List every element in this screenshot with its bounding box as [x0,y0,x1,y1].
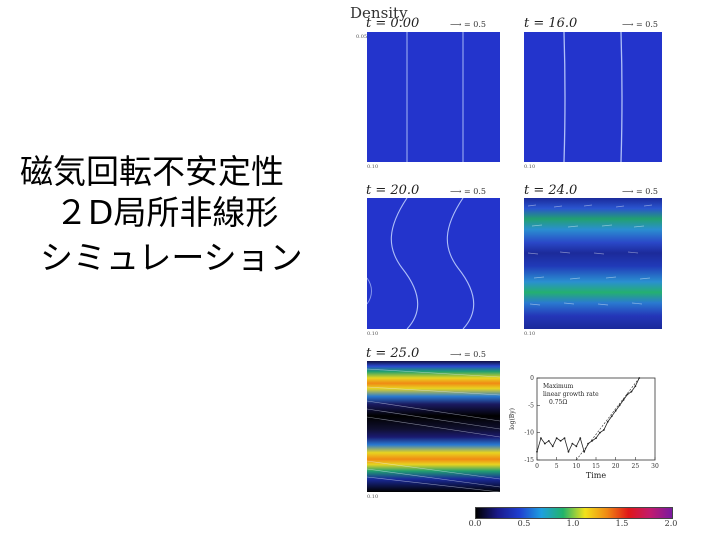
y-axis-label: log(By) [509,408,516,430]
data-point [543,442,546,445]
x-axis-label: Time [586,471,606,480]
data-point [634,385,637,388]
data-point [587,442,590,445]
panel-t0-ytick: 0.05 [356,34,368,40]
data-point [595,437,597,440]
annotation-text: 0.75Ω [549,399,567,406]
panel-label-t20: t = 20.0 [366,183,420,198]
x-tick-label: 15 [592,463,600,470]
panel-label-t16: t = 16.0 [524,16,578,31]
x-tick-label: 10 [573,463,581,470]
panel-label-t0: t = 0.00 [366,16,420,31]
data-point [559,439,562,442]
panel-label-t25: t = 25.0 [366,346,420,361]
figure-title: Density [350,4,408,22]
x-tick-label: 25 [632,463,640,470]
density-panel-t0 [367,32,500,162]
panel-t24-field [527,204,653,306]
x-tick-label: 0 [535,463,539,470]
velocity-arrow-legend-2: ⟶ = 0.5 [622,20,658,29]
colorbar-tick: 0.0 [468,519,482,528]
colorbar-tick: 1.0 [566,519,580,528]
velocity-arrow-legend-3: ⟶ = 0.5 [450,187,486,196]
x-tick-label: 5 [555,463,559,470]
data-point [599,431,601,434]
data-point [618,404,621,407]
density-panel-t25 [367,361,500,492]
data-point [555,437,558,440]
data-point [579,437,582,440]
panel-t16-field [563,32,623,162]
panel-t16-xtick: 0.10 [524,164,536,170]
data-point [571,442,574,445]
data-point [575,445,578,448]
panel-t0-xtick: 0.10 [367,164,379,170]
annotation-text: linear growth rate [543,391,599,398]
colorbar-tick: 1.5 [615,519,629,528]
data-point [547,439,550,442]
x-tick-label: 30 [651,463,659,470]
slide-title-line-3: シミュレーション [40,238,303,277]
colorbar-ticks: 0.0 0.5 1.0 1.5 2.0 [469,519,678,531]
panel-t20-xtick: 0.10 [367,331,379,337]
y-tick-label: -5 [528,402,534,409]
data-point [567,450,570,453]
panel-t25-xtick: 0.10 [367,494,379,500]
colorbar-tick: 0.5 [517,519,531,528]
density-colorbar [475,507,673,519]
data-point [536,450,538,453]
data-point [622,398,625,401]
density-panel-t20 [367,198,500,329]
density-panel-t24 [524,198,662,329]
panel-t24-xtick: 0.10 [524,331,536,337]
panel-t25-field [367,368,500,492]
y-tick-label: 0 [530,375,534,382]
data-point [551,445,554,448]
y-tick-label: -10 [524,430,534,437]
data-point [602,429,605,431]
data-point [626,393,629,396]
data-point [606,420,609,423]
density-panel-t16 [524,32,662,162]
velocity-arrow-legend-4: ⟶ = 0.5 [622,187,658,196]
slide-title-line-2: ２D局所非線形 [55,193,279,232]
panel-t20-field [367,198,475,329]
velocity-arrow-legend: ⟶ = 0.5 [450,20,486,29]
colorbar-tick: 2.0 [664,519,678,528]
y-tick-label: -15 [524,457,534,464]
growth-rate-chart: 0 5 10 15 20 25 30 0 -5 -10 -15 Time log(By) Maximuml… [509,375,659,480]
slide-title-line-1: 磁気回転不安定性 [20,152,284,191]
data-point [630,390,633,393]
data-point [563,437,566,440]
data-point [614,409,617,412]
annotation-text: Maximum [543,383,574,390]
data-point [540,437,542,440]
panel-t0-field [406,32,464,162]
data-point [583,450,586,453]
panel-label-t24: t = 24.0 [524,183,578,198]
chart-frame [536,377,656,461]
x-tick-label: 20 [612,463,620,470]
data-point [610,415,613,418]
velocity-arrow-legend-5: ⟶ = 0.5 [450,350,486,359]
